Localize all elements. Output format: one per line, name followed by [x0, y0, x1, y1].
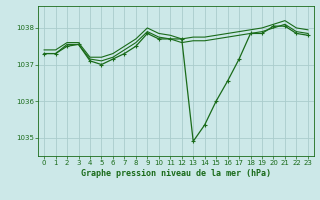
X-axis label: Graphe pression niveau de la mer (hPa): Graphe pression niveau de la mer (hPa)	[81, 169, 271, 178]
